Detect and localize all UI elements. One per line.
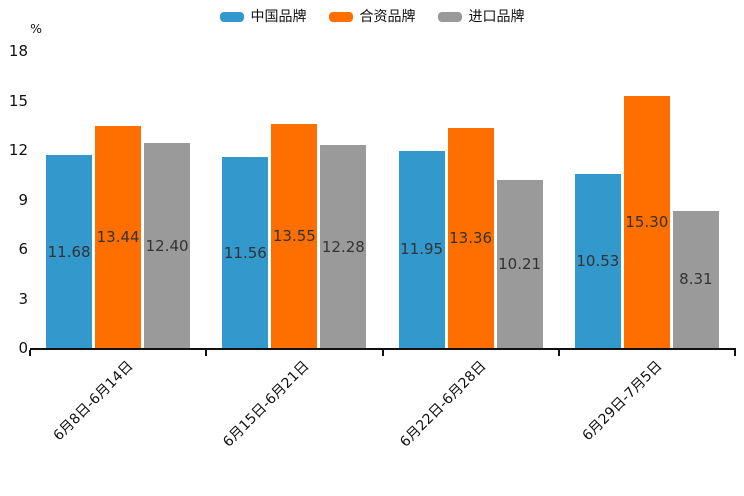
legend-item-label: 合资品牌 — [359, 9, 416, 25]
x-tick-label: 6月15日-6月21日 — [220, 358, 313, 451]
bar-中国品牌-6月15日-6月21日: 11.56 — [222, 157, 269, 348]
bar-value-label: 12.28 — [321, 237, 365, 256]
bar-中国品牌-6月22日-6月28日: 11.95 — [398, 150, 445, 348]
y-tick-label: 18 — [8, 42, 28, 60]
bar-中国品牌-6月29日-7月5日: 10.53 — [574, 174, 621, 348]
bar-value-label: 13.55 — [272, 227, 316, 246]
x-axis-tick — [557, 350, 560, 356]
legend-swatch-icon — [437, 12, 462, 22]
x-tick-label: 6月29日-7月5日 — [579, 358, 666, 445]
bar-进口品牌-6月15日-6月21日: 12.28 — [320, 145, 367, 348]
y-axis-unit-label: % — [30, 21, 42, 36]
legend-swatch-icon — [328, 12, 353, 22]
legend-item-1[interactable]: 中国品牌 — [219, 6, 307, 28]
y-tick-label: 12 — [8, 141, 28, 159]
legend-item-3[interactable]: 进口品牌 — [437, 6, 525, 28]
x-axis-tick — [205, 350, 208, 356]
x-tick-label: 6月22日-6月28日 — [396, 358, 490, 451]
bar-value-label: 8.31 — [679, 270, 713, 289]
bar-合资品牌-6月15日-6月21日: 13.55 — [271, 124, 318, 348]
legend-swatch-icon — [219, 12, 244, 22]
bar-合资品牌-6月22日-6月28日: 13.36 — [447, 127, 494, 348]
x-axis-tick — [734, 350, 736, 356]
plot-area: 11.68 13.44 12.40 11.56 13.55 12.28 11.95 13.36… — [30, 51, 735, 348]
bar-进口品牌-6月29日-7月5日: 8.31 — [672, 210, 719, 348]
y-tick-label: 3 — [18, 289, 28, 308]
x-tick-label: 6月8日-6月14日 — [50, 358, 137, 445]
bar-value-label: 13.36 — [449, 228, 493, 247]
bar-value-label: 11.68 — [47, 242, 91, 261]
legend-item-label: 中国品牌 — [250, 9, 307, 25]
bar-合资品牌-6月29日-7月5日: 15.30 — [623, 95, 670, 348]
y-tick-label: 6 — [18, 240, 28, 258]
bar-中国品牌-6月8日-6月14日: 11.68 — [46, 155, 93, 348]
x-axis-tick — [29, 350, 31, 356]
bar-合资品牌-6月8日-6月14日: 13.44 — [95, 126, 142, 348]
bar-value-label: 13.44 — [96, 228, 140, 247]
legend: 中国品牌 合资品牌 进口品牌 — [0, 6, 744, 28]
bar-value-label: 10.21 — [498, 254, 542, 273]
y-tick-label: 0 — [18, 339, 28, 357]
bar-value-label: 15.30 — [625, 212, 669, 231]
bar-value-label: 11.95 — [400, 240, 444, 259]
x-axis-tick — [381, 350, 384, 356]
y-tick-label: 15 — [8, 91, 28, 110]
x-axis-line — [30, 348, 736, 350]
bar-value-label: 12.40 — [145, 236, 189, 255]
bar-value-label: 11.56 — [223, 243, 267, 262]
legend-item-label: 进口品牌 — [468, 9, 525, 25]
bar-value-label: 10.53 — [576, 252, 620, 271]
legend-item-2[interactable]: 合资品牌 — [328, 6, 416, 28]
y-tick-label: 9 — [18, 190, 28, 209]
bar-进口品牌-6月22日-6月28日: 10.21 — [496, 179, 543, 348]
bar-进口品牌-6月8日-6月14日: 12.40 — [144, 143, 191, 348]
